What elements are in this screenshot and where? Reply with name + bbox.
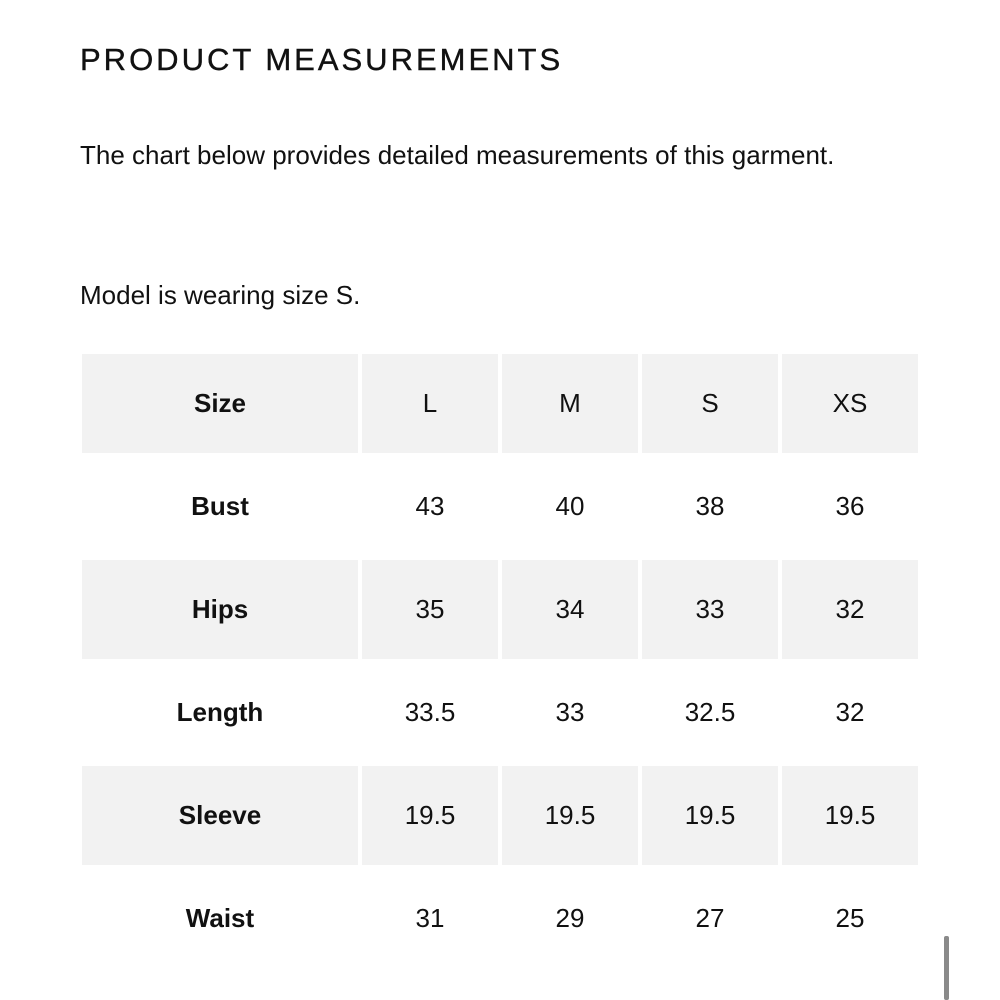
measurement: 31 xyxy=(415,903,445,933)
size-header: S xyxy=(642,354,778,453)
measurement: 32 xyxy=(782,560,918,659)
measurement: 33 xyxy=(555,697,585,727)
table-row: Bust 43 40 38 36 xyxy=(82,457,918,556)
measurements-table: Size L M S XS Bust 43 40 38 36 Hips 35 34 33 32 Length 3… xyxy=(78,350,922,972)
row-label: Waist xyxy=(185,903,255,933)
model-note: Model is wearing size S. xyxy=(80,280,361,310)
row-label: Hips xyxy=(82,560,358,659)
measurement: 29 xyxy=(555,903,585,933)
page-title: PRODUCT MEASUREMENTS xyxy=(80,42,564,77)
measurement: 35 xyxy=(362,560,498,659)
measurement: 33 xyxy=(642,560,778,659)
measurement: 38 xyxy=(695,491,725,521)
measurement: 33.5 xyxy=(404,697,456,727)
row-label: Length xyxy=(176,697,264,727)
row-label: Bust xyxy=(191,491,249,521)
measurement: 36 xyxy=(835,491,865,521)
table-row: Length 33.5 33 32.5 32 xyxy=(82,663,918,762)
measurement: 27 xyxy=(695,903,725,933)
measurement: 34 xyxy=(502,560,638,659)
size-header: XS xyxy=(782,354,918,453)
measurement: 32 xyxy=(835,697,865,727)
size-header: L xyxy=(362,354,498,453)
measurement: 19.5 xyxy=(782,766,918,865)
table-row: Hips 35 34 33 32 xyxy=(82,560,918,659)
description: The chart below provides detailed measur… xyxy=(80,140,835,170)
measurement: 19.5 xyxy=(642,766,778,865)
measurement: 25 xyxy=(835,903,865,933)
row-label: Size xyxy=(82,354,358,453)
table-row: Sleeve 19.5 19.5 19.5 19.5 xyxy=(82,766,918,865)
table-row: Size L M S XS xyxy=(82,354,918,453)
measurement: 19.5 xyxy=(502,766,638,865)
size-header: M xyxy=(502,354,638,453)
scrollbar[interactable] xyxy=(944,936,949,1000)
measurement: 32.5 xyxy=(684,697,736,727)
measurement: 43 xyxy=(415,491,445,521)
measurement: 19.5 xyxy=(362,766,498,865)
row-label: Sleeve xyxy=(82,766,358,865)
table-row: Waist 31 29 27 25 xyxy=(82,869,918,968)
measurement: 40 xyxy=(555,491,585,521)
